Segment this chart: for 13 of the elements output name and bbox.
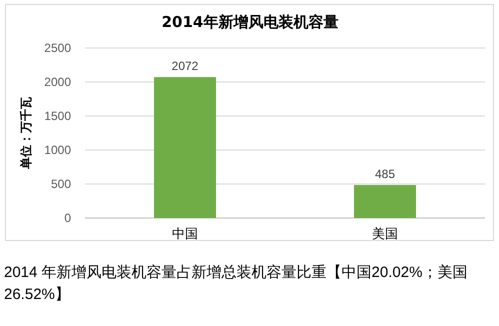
x-tick-label: 中国 [172,227,198,242]
y-tick-label: 0 [64,211,72,225]
text: 2014 年新增风电装机容量占新增总装机容量比重【中国20.02%；美国26.52%】 [4,263,468,305]
x-tick-label: 美国 [372,226,398,242]
chart-title: 2014年新增风电装机容量 [162,13,338,31]
y-tick-label: 1000 [44,143,72,157]
y-tick-label: 1500 [44,109,72,123]
y-tick-label: 500 [50,177,72,191]
data-label: 2072 [172,59,199,74]
y-axis-title: 单位：万千瓦 [19,97,33,170]
y-tick-label: 2500 [44,41,72,55]
data-label: 485 [374,167,396,182]
y-tick-label: 2000 [44,75,72,89]
